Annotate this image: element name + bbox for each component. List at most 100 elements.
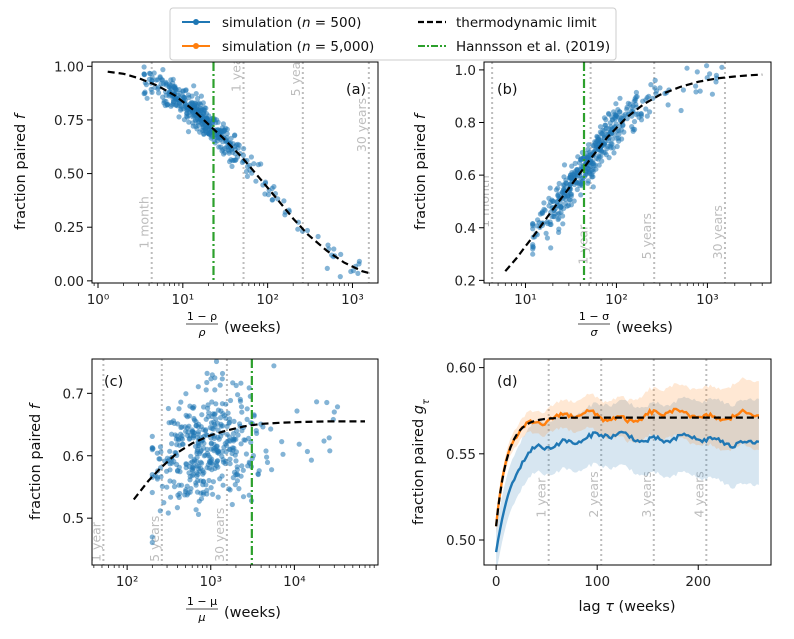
- ref-label-3-years: 3 years: [639, 471, 654, 517]
- panel-b-ytick-label: 0.6: [455, 168, 476, 184]
- scatter-point: [228, 135, 234, 141]
- panel-a-xlabel: 1 − ρ ρ (weeks): [186, 310, 281, 339]
- scatter-point: [193, 419, 199, 425]
- scatter-point: [264, 454, 270, 460]
- scatter-point: [195, 384, 201, 390]
- scatter-point: [530, 246, 536, 252]
- panel-d-label: (d): [497, 374, 518, 390]
- panel-b-ytick-label: 0.8: [455, 116, 476, 132]
- scatter-point: [324, 399, 330, 406]
- scatter-point: [603, 117, 609, 123]
- panel-c-xlabel: 1 − μ μ (weeks): [186, 595, 281, 624]
- scatter-point: [203, 387, 209, 393]
- panel-d-curves: [494, 407, 760, 553]
- panel-b-xtick-label: 10¹: [514, 292, 537, 308]
- scatter-point: [215, 494, 221, 500]
- scatter-point: [152, 84, 158, 90]
- panel-a-xtick-label: 10⁰: [87, 292, 110, 308]
- scatter-point: [141, 64, 147, 70]
- scatter-point: [168, 85, 174, 92]
- scatter-point: [621, 129, 627, 135]
- scatter-point: [157, 508, 163, 514]
- legend-entry-sim5000: simulation (n = 5,000): [182, 39, 374, 55]
- scatter-point: [547, 185, 553, 191]
- scatter-point: [585, 165, 591, 171]
- scatter-point: [251, 161, 257, 167]
- scatter-point: [149, 89, 155, 95]
- scatter-point: [141, 71, 147, 77]
- scatter-point: [219, 376, 225, 382]
- scatter-point: [561, 182, 568, 188]
- scatter-point: [227, 446, 233, 453]
- scatter-point: [187, 435, 193, 441]
- panel-d-xtick-label: 200: [685, 574, 711, 590]
- scatter-point: [178, 424, 184, 431]
- ref-label-5-years: 5 years: [147, 516, 162, 562]
- scatter-point: [229, 501, 235, 508]
- scatter-point: [232, 482, 238, 488]
- scatter-point: [218, 408, 224, 414]
- panel-d-ticks: 0 100 200 0.50 0.55 0.60: [446, 361, 711, 590]
- scatter-point: [608, 145, 614, 151]
- scatter-point: [175, 467, 181, 474]
- scatter-point: [194, 489, 201, 495]
- scatter-point: [567, 174, 573, 180]
- scatter-point: [255, 162, 261, 168]
- scatter-point: [355, 270, 361, 276]
- scatter-point: [200, 445, 207, 451]
- scatter-point: [550, 198, 556, 204]
- scatter-point: [236, 486, 242, 492]
- scatter-point: [630, 126, 636, 132]
- scatter-point: [697, 88, 703, 94]
- scatter-point: [220, 423, 226, 429]
- scatter-point: [220, 482, 226, 488]
- scatter-point: [166, 420, 172, 426]
- scatter-point: [157, 444, 164, 450]
- scatter-point: [219, 370, 226, 377]
- scatter-point: [164, 484, 170, 490]
- panel-c-xtick-label: 10²: [116, 574, 139, 590]
- scatter-point: [331, 246, 337, 252]
- scatter-point: [200, 489, 206, 495]
- panel-d-xtick-label: 100: [584, 574, 610, 590]
- scatter-point: [541, 200, 547, 206]
- scatter-point: [231, 418, 237, 424]
- thermodynamic-limit-curve: [504, 73, 763, 272]
- ref-label-1-year: 1 year: [88, 521, 103, 562]
- panel-d-reflines: 1 year 2 years 3 years 4 years: [534, 359, 708, 565]
- scatter-point: [220, 121, 226, 127]
- scatter-point: [174, 461, 180, 468]
- scatter-point: [213, 359, 220, 365]
- thermodynamic-limit-curve: [132, 420, 365, 501]
- scatter-point: [225, 410, 231, 416]
- panel-d-xtick-label: 0: [492, 574, 501, 590]
- ref-label-1-year: 1 year: [229, 51, 244, 92]
- scatter-point: [227, 456, 233, 462]
- scatter-point: [183, 487, 189, 493]
- scatter-point: [253, 428, 259, 434]
- scatter-point: [356, 258, 362, 264]
- scatter-point: [187, 403, 193, 409]
- ref-label-30-years: 30 years: [354, 98, 369, 152]
- scatter-point: [230, 475, 236, 481]
- scatter-point: [169, 431, 175, 437]
- scatter-point: [616, 128, 622, 134]
- scatter-point: [188, 453, 194, 459]
- scatter-point: [239, 428, 245, 434]
- panel-b-ytick-label: 1.0: [455, 63, 476, 79]
- scatter-point: [338, 251, 344, 257]
- scatter-point: [170, 418, 177, 424]
- scatter-point: [572, 160, 578, 166]
- legend-label-sim5000: simulation (n = 5,000): [222, 39, 374, 55]
- scatter-point: [161, 500, 167, 506]
- scatter-point: [231, 469, 238, 475]
- scatter-point: [202, 428, 208, 434]
- scatter-point: [638, 111, 644, 117]
- scatter-point: [210, 462, 216, 468]
- scatter-point: [603, 122, 609, 128]
- scatter-point: [211, 421, 218, 428]
- scatter-point: [221, 444, 227, 450]
- scatter-point: [561, 205, 567, 211]
- panel-b-xtick-label: 10²: [605, 292, 628, 308]
- scatter-point: [275, 196, 281, 202]
